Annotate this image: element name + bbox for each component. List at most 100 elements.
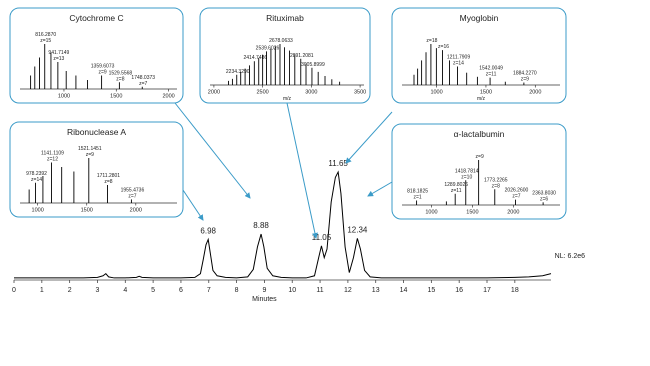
x-axis-label: Minutes bbox=[252, 296, 277, 303]
charge-label: z=11 bbox=[451, 188, 462, 194]
trace bbox=[14, 170, 552, 279]
x-tick-label: 1000 bbox=[430, 90, 442, 96]
x-tick-label: 4 bbox=[123, 287, 127, 294]
mz-label: 1141.1109 bbox=[41, 151, 64, 157]
charge-label: z=7 bbox=[128, 193, 136, 199]
charge-label: z=9 bbox=[98, 70, 106, 76]
x-tick-label: 14 bbox=[400, 287, 408, 294]
charge-label: z=9 bbox=[86, 152, 94, 158]
x-axis-label: m/z bbox=[283, 96, 292, 102]
x-tick-label: 7 bbox=[207, 287, 211, 294]
mz-label: 2678.0633 bbox=[269, 38, 293, 44]
peak-label: 12.34 bbox=[347, 225, 368, 234]
charge-label: z=11 bbox=[486, 72, 497, 78]
mz-label: 941.7149 bbox=[48, 50, 69, 56]
mz-label: 978.2392 bbox=[26, 171, 47, 177]
charge-label: z=9 bbox=[476, 154, 484, 160]
x-tick-label: 3000 bbox=[305, 90, 317, 96]
inset-title: Ribonuclease A bbox=[67, 127, 126, 137]
x-tick-label: 10 bbox=[288, 287, 296, 294]
charge-label: z=8 bbox=[492, 183, 500, 189]
arrow bbox=[286, 102, 318, 239]
charge-label: z=6 bbox=[540, 196, 548, 202]
x-tick-label: 2000 bbox=[163, 94, 175, 100]
charge-label: z=7 bbox=[512, 194, 520, 200]
mz-label: 1711.2801 bbox=[97, 173, 120, 179]
charge-label: z=16 bbox=[438, 44, 449, 50]
x-tick-label: 3500 bbox=[354, 90, 366, 96]
mz-label: 818.1825 bbox=[407, 189, 428, 195]
charge-label: z=9 bbox=[521, 77, 529, 83]
x-tick-label: 11 bbox=[316, 287, 323, 294]
x-tick-label: 5 bbox=[151, 287, 155, 294]
charge-label: z=13 bbox=[53, 56, 64, 62]
x-tick-label: 8 bbox=[235, 287, 239, 294]
x-tick-label: 1 bbox=[40, 287, 44, 294]
arrow bbox=[182, 189, 204, 221]
inset-title: α-lactalbumin bbox=[454, 129, 505, 139]
x-tick-label: 17 bbox=[483, 287, 491, 294]
mz-label: 1289.8026 bbox=[444, 182, 468, 188]
mz-label: 2539.6026 bbox=[256, 45, 280, 51]
inset-box bbox=[9, 121, 184, 218]
mz-label: 1542.0049 bbox=[479, 66, 503, 72]
mz-label: 1748.0373 bbox=[131, 75, 155, 81]
x-tick-label: 1500 bbox=[81, 208, 93, 214]
charge-label: z=14 bbox=[31, 177, 42, 183]
mz-label: 1418.7814 bbox=[455, 168, 479, 174]
x-tick-label: 2000 bbox=[507, 210, 519, 216]
x-tick-label: 1500 bbox=[110, 94, 122, 100]
charge-label: z=8 bbox=[116, 76, 124, 82]
mz-label: 2363.8030 bbox=[532, 190, 556, 196]
mz-label: 2891.2081 bbox=[290, 53, 314, 59]
mz-label: 1359.6073 bbox=[91, 64, 115, 70]
mz-label: 3005.8999 bbox=[301, 62, 325, 68]
arrow bbox=[174, 102, 251, 199]
x-axis-label: m/z bbox=[477, 96, 486, 102]
x-tick-label: 12 bbox=[344, 287, 352, 294]
charge-label: z=18 bbox=[426, 38, 437, 44]
peak-label: 11.65 bbox=[328, 159, 348, 168]
mz-label: 1773.2265 bbox=[484, 177, 508, 183]
charge-label: z=15 bbox=[40, 38, 51, 44]
mz-label: 2234.3290 bbox=[226, 69, 250, 75]
arrow bbox=[367, 181, 393, 197]
mz-label: 2414.7486 bbox=[244, 55, 268, 61]
normalization-label: NL: 6.2e6 bbox=[555, 253, 585, 260]
x-tick-label: 2 bbox=[68, 287, 72, 294]
arrow bbox=[345, 111, 393, 164]
inset-title: Cytochrome C bbox=[69, 13, 123, 23]
charge-label: z=10 bbox=[461, 174, 472, 180]
x-tick-label: 1500 bbox=[480, 90, 492, 96]
x-tick-label: 1000 bbox=[425, 210, 437, 216]
mz-label: 816.2870 bbox=[35, 32, 56, 38]
charge-label: z=1 bbox=[413, 195, 421, 201]
x-tick-label: 2000 bbox=[208, 90, 220, 96]
peak-label: 8.88 bbox=[253, 221, 269, 230]
x-tick-label: 9 bbox=[262, 287, 266, 294]
x-tick-label: 1000 bbox=[58, 94, 70, 100]
peak-label: 6.98 bbox=[200, 226, 216, 235]
mz-label: 1884.2270 bbox=[513, 71, 537, 77]
x-tick-label: 16 bbox=[455, 287, 463, 294]
x-tick-label: 6 bbox=[179, 287, 183, 294]
charge-label: z=7 bbox=[139, 81, 147, 87]
x-tick-label: 15 bbox=[427, 287, 435, 294]
x-tick-label: 0 bbox=[12, 287, 16, 294]
charge-label: z=8 bbox=[104, 179, 112, 185]
x-tick-label: 2000 bbox=[529, 90, 541, 96]
charge-label: z=12 bbox=[47, 157, 58, 163]
mz-label: 1529.5568 bbox=[109, 70, 133, 76]
inset-title: Rituximab bbox=[266, 13, 304, 23]
inset-box bbox=[391, 7, 567, 104]
arrows bbox=[174, 102, 393, 239]
x-tick-label: 18 bbox=[511, 287, 519, 294]
mz-label: 2026.2600 bbox=[505, 188, 529, 194]
x-tick-label: 13 bbox=[372, 287, 380, 294]
peak-label: 11.05 bbox=[312, 233, 332, 242]
x-tick-label: 3 bbox=[96, 287, 100, 294]
inset-box bbox=[9, 7, 184, 104]
charge-label: z=14 bbox=[453, 61, 464, 67]
x-tick-label: 2000 bbox=[130, 208, 142, 214]
